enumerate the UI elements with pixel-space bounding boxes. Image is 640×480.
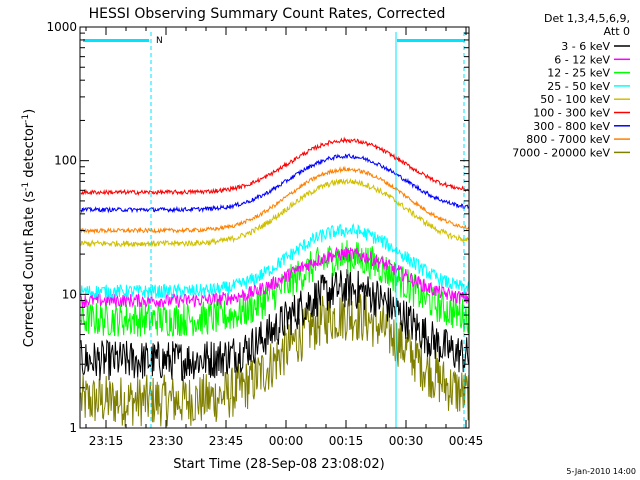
legend-label-3: 25 - 50 keV	[547, 80, 610, 93]
legend-header-2: Att 0	[604, 25, 630, 38]
x-tick-label-4: 00:15	[329, 434, 364, 448]
plot-lines	[80, 136, 470, 427]
plot-frame	[79, 26, 470, 429]
series-line-4	[80, 178, 470, 248]
y-tick-label-2: 100	[54, 154, 77, 168]
y-tick-label-1: 10	[62, 287, 77, 301]
annotation-flag: N	[156, 36, 163, 46]
series-line-1	[80, 246, 470, 309]
x-tick-label-5: 00:30	[389, 434, 424, 448]
legend-label-5: 100 - 300 keV	[533, 107, 610, 120]
coverage-bar-left	[83, 39, 149, 42]
legend-header-1: Det 1,3,4,5,6,9,	[544, 12, 630, 25]
y-axis-ticks: 1 10 100 1000	[46, 20, 469, 435]
legend-label-1: 6 - 12 keV	[554, 53, 610, 66]
series-line-5	[80, 136, 470, 196]
x-tick-label-0: 23:15	[89, 434, 124, 448]
x-tick-label-1: 23:30	[149, 434, 184, 448]
legend-label-2: 12 - 25 keV	[547, 67, 610, 80]
x-axis-label: Start Time (28-Sep-08 23:08:02)	[173, 457, 384, 472]
x-axis-ticks: 23:15 23:30 23:45 00:00 00:15 00:30 00:45	[85, 27, 484, 448]
series-line-2	[80, 240, 470, 337]
legend-label-7: 800 - 7000 keV	[526, 133, 610, 146]
legend-label-4: 50 - 100 keV	[540, 93, 610, 106]
coverage-bar-right	[397, 39, 465, 42]
x-tick-label-3: 00:00	[269, 434, 304, 448]
legend-label-8: 7000 - 20000 keV	[512, 146, 610, 159]
chart-title: HESSI Observing Summary Count Rates, Cor…	[89, 6, 446, 22]
series-line-7	[80, 165, 470, 235]
series-line-3	[80, 223, 470, 300]
x-tick-label-6: 00:45	[449, 434, 484, 448]
y-tick-label-3: 1000	[46, 20, 77, 34]
date-stamp: 5-Jan-2010 14:00	[566, 467, 636, 476]
legend-label-6: 300 - 800 keV	[533, 120, 610, 133]
y-tick-label-0: 1	[69, 421, 77, 435]
x-tick-label-2: 23:45	[209, 434, 244, 448]
series-line-6	[80, 153, 470, 214]
legend-label-0: 3 - 6 keV	[561, 40, 610, 53]
y-axis-label: Corrected Count Rate (s-1 detector-1)	[21, 109, 37, 347]
series-line-8	[80, 293, 470, 427]
overlay: N	[83, 32, 465, 428]
series-line-0	[80, 268, 470, 382]
